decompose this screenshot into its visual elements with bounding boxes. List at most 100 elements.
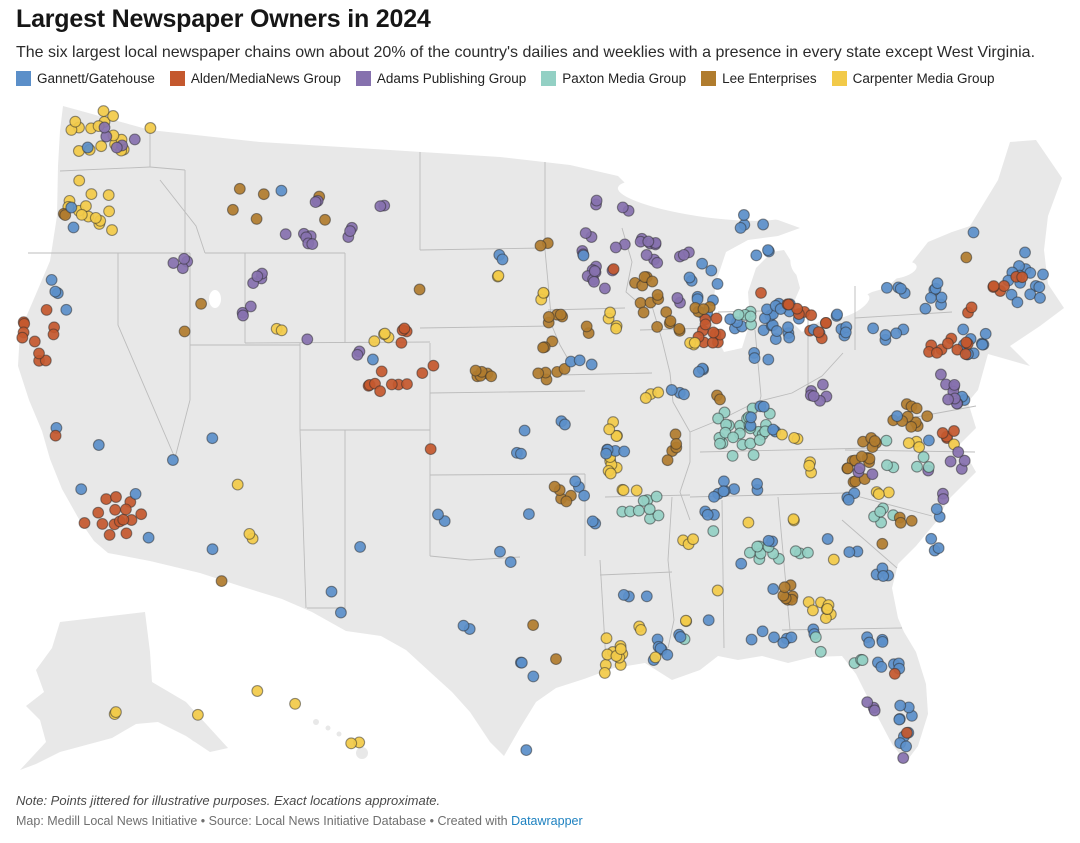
map-dot-alden-medianews-group[interactable]: [965, 301, 978, 314]
map-dot-paxton-media-group[interactable]: [726, 449, 739, 462]
map-dot-lee-enterprises[interactable]: [195, 297, 208, 310]
map-dot-carpenter-media-group[interactable]: [95, 140, 108, 153]
map-dot-gannett-gatehouse[interactable]: [515, 656, 528, 669]
map-dot-gannett-gatehouse[interactable]: [783, 331, 796, 344]
map-dot-paxton-media-group[interactable]: [789, 545, 802, 558]
map-dot-gannett-gatehouse[interactable]: [457, 619, 470, 632]
map-dot-adams-publishing-group[interactable]: [237, 309, 249, 322]
map-dot-gannett-gatehouse[interactable]: [979, 327, 992, 340]
map-dot-gannett-gatehouse[interactable]: [867, 322, 880, 335]
map-dot-alden-medianews-group[interactable]: [805, 309, 818, 322]
map-dot-gannett-gatehouse[interactable]: [696, 257, 709, 270]
map-dot-adams-publishing-group[interactable]: [948, 378, 961, 391]
map-dot-alden-medianews-group[interactable]: [119, 503, 132, 516]
map-dot-gannett-gatehouse[interactable]: [930, 503, 943, 516]
map-dot-gannett-gatehouse[interactable]: [81, 141, 94, 154]
map-dot-adams-publishing-group[interactable]: [952, 446, 965, 459]
map-dot-gannett-gatehouse[interactable]: [683, 271, 696, 284]
map-dot-adams-publishing-group[interactable]: [677, 248, 690, 261]
map-dot-adams-publishing-group[interactable]: [958, 454, 971, 467]
map-dot-alden-medianews-group[interactable]: [78, 517, 91, 529]
map-dot-gannett-gatehouse[interactable]: [45, 273, 58, 286]
map-dot-alden-medianews-group[interactable]: [398, 322, 411, 335]
map-dot-lee-enterprises[interactable]: [250, 212, 263, 225]
map-dot-paxton-media-group[interactable]: [632, 504, 645, 517]
map-dot-gannett-gatehouse[interactable]: [206, 432, 219, 445]
map-dot-gannett-gatehouse[interactable]: [748, 352, 761, 365]
map-dot-alden-medianews-group[interactable]: [100, 493, 113, 506]
map-dot-gannett-gatehouse[interactable]: [585, 358, 598, 371]
datawrapper-link[interactable]: Datawrapper: [511, 814, 583, 828]
map-dot-alden-medianews-group[interactable]: [706, 336, 719, 349]
map-dot-paxton-media-group[interactable]: [751, 540, 764, 553]
map-dot-carpenter-media-group[interactable]: [243, 527, 256, 540]
map-dot-alden-medianews-group[interactable]: [888, 667, 901, 680]
map-dot-paxton-media-group[interactable]: [874, 505, 887, 518]
map-dot-gannett-gatehouse[interactable]: [922, 434, 935, 447]
map-dot-adams-publishing-group[interactable]: [671, 292, 684, 304]
map-dot-alden-medianews-group[interactable]: [96, 517, 109, 530]
map-dot-carpenter-media-group[interactable]: [614, 643, 627, 656]
map-dot-adams-publishing-group[interactable]: [651, 256, 664, 269]
map-dot-alden-medianews-group[interactable]: [936, 427, 949, 439]
map-dot-alden-medianews-group[interactable]: [755, 286, 767, 299]
map-dot-carpenter-media-group[interactable]: [776, 428, 788, 441]
map-dot-gannett-gatehouse[interactable]: [919, 302, 932, 315]
map-dot-gannett-gatehouse[interactable]: [600, 447, 613, 460]
map-dot-lee-enterprises[interactable]: [868, 435, 881, 448]
map-dot-carpenter-media-group[interactable]: [97, 105, 110, 118]
map-dot-gannett-gatehouse[interactable]: [1019, 246, 1031, 259]
map-dot-alden-medianews-group[interactable]: [49, 429, 62, 442]
map-dot-alden-medianews-group[interactable]: [39, 354, 52, 367]
map-dot-alden-medianews-group[interactable]: [395, 336, 408, 349]
map-dot-alden-medianews-group[interactable]: [941, 337, 954, 350]
map-dot-gannett-gatehouse[interactable]: [692, 365, 705, 378]
map-dot-alden-medianews-group[interactable]: [374, 385, 387, 398]
map-dot-gannett-gatehouse[interactable]: [527, 670, 540, 683]
map-dot-gannett-gatehouse[interactable]: [92, 439, 105, 451]
map-dot-gannett-gatehouse[interactable]: [924, 291, 937, 304]
map-dot-alden-medianews-group[interactable]: [707, 326, 720, 339]
map-dot-gannett-gatehouse[interactable]: [876, 635, 889, 648]
map-dot-alden-medianews-group[interactable]: [607, 263, 620, 276]
map-dot-lee-enterprises[interactable]: [670, 437, 683, 450]
map-dot-gannett-gatehouse[interactable]: [142, 531, 155, 544]
map-dot-adams-publishing-group[interactable]: [807, 390, 820, 403]
map-dot-paxton-media-group[interactable]: [881, 459, 893, 472]
map-dot-gannett-gatehouse[interactable]: [762, 534, 775, 547]
map-dot-lee-enterprises[interactable]: [894, 516, 907, 529]
map-dot-lee-enterprises[interactable]: [921, 410, 934, 423]
map-dot-alden-medianews-group[interactable]: [1016, 271, 1029, 284]
map-dot-gannett-gatehouse[interactable]: [967, 226, 980, 239]
map-dot-paxton-media-group[interactable]: [727, 431, 740, 444]
map-dot-alden-medianews-group[interactable]: [120, 527, 133, 540]
map-dot-lee-enterprises[interactable]: [542, 310, 555, 323]
map-dot-paxton-media-group[interactable]: [652, 509, 665, 522]
map-dot-gannett-gatehouse[interactable]: [750, 249, 763, 262]
map-dot-lee-enterprises[interactable]: [651, 320, 664, 333]
map-dot-carpenter-media-group[interactable]: [687, 533, 700, 546]
map-dot-lee-enterprises[interactable]: [59, 209, 72, 222]
map-dot-carpenter-media-group[interactable]: [649, 651, 662, 664]
map-dot-adams-publishing-group[interactable]: [598, 282, 611, 295]
map-dot-carpenter-media-group[interactable]: [89, 211, 102, 224]
map-dot-lee-enterprises[interactable]: [673, 322, 686, 335]
map-dot-adams-publishing-group[interactable]: [244, 300, 257, 313]
map-dot-paxton-media-group[interactable]: [707, 525, 720, 538]
map-dot-gannett-gatehouse[interactable]: [770, 325, 783, 338]
map-dot-gannett-gatehouse[interactable]: [762, 353, 775, 366]
map-dot-alden-medianews-group[interactable]: [930, 346, 943, 359]
map-dot-carpenter-media-group[interactable]: [634, 623, 647, 636]
map-dot-adams-publishing-group[interactable]: [374, 200, 387, 213]
map-dot-alden-medianews-group[interactable]: [959, 348, 972, 361]
map-dot-gannett-gatehouse[interactable]: [767, 423, 780, 436]
map-dot-paxton-media-group[interactable]: [650, 490, 663, 503]
map-dot-alden-medianews-group[interactable]: [819, 316, 832, 329]
map-dot-carpenter-media-group[interactable]: [144, 122, 157, 134]
map-dot-carpenter-media-group[interactable]: [75, 208, 88, 221]
map-dot-carpenter-media-group[interactable]: [251, 685, 264, 697]
map-dot-carpenter-media-group[interactable]: [806, 604, 819, 617]
map-dot-gannett-gatehouse[interactable]: [863, 636, 876, 649]
map-dot-carpenter-media-group[interactable]: [652, 386, 665, 399]
map-dot-adams-publishing-group[interactable]: [866, 468, 879, 481]
